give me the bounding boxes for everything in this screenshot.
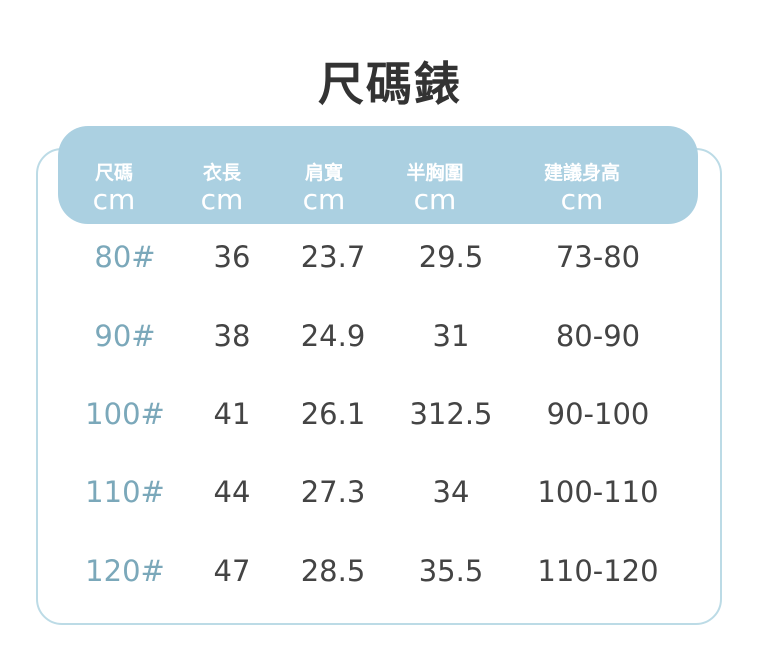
table-row: 120# 47 28.5 35.5 110-120	[0, 554, 780, 594]
value-cell: 90-100	[546, 397, 650, 431]
table-row: 100# 41 26.1 312.5 90-100	[0, 397, 780, 437]
column-header: 衣長 cm	[200, 158, 244, 216]
value-cell: 47	[213, 554, 251, 588]
value-cell: 29.5	[418, 240, 484, 274]
column-header: 半胸圍 cm	[404, 158, 466, 216]
column-header-label: 建議身高	[543, 162, 620, 184]
size-cell: 110#	[85, 475, 165, 509]
page-title: 尺碼錶	[318, 57, 462, 111]
column-header-label: 尺碼	[94, 162, 133, 184]
size-cell: 90#	[94, 319, 156, 353]
column-header-unit: cm	[302, 183, 346, 216]
value-cell: 38	[213, 319, 251, 353]
table-row: 90# 38 24.9 31 80-90	[0, 319, 780, 359]
column-header-label: 肩寬	[304, 162, 343, 184]
column-header: 建議身高 cm	[534, 158, 630, 216]
column-header-label: 衣長	[202, 162, 241, 184]
column-header-unit: cm	[200, 183, 244, 216]
value-cell: 312.5	[409, 397, 493, 431]
header-band	[58, 126, 698, 224]
value-cell: 34	[432, 475, 470, 509]
value-cell: 110-120	[537, 554, 659, 588]
value-cell: 26.1	[300, 397, 366, 431]
value-cell: 24.9	[300, 319, 366, 353]
value-cell: 44	[213, 475, 251, 509]
value-cell: 28.5	[300, 554, 366, 588]
size-cell: 120#	[85, 554, 165, 588]
size-cell: 100#	[85, 397, 165, 431]
value-cell: 41	[213, 397, 251, 431]
column-header-unit: cm	[413, 183, 457, 216]
value-cell: 73-80	[555, 240, 641, 274]
column-header: 肩寬 cm	[302, 158, 346, 216]
column-header-unit: cm	[92, 183, 136, 216]
value-cell: 23.7	[300, 240, 366, 274]
size-cell: 80#	[94, 240, 156, 274]
value-cell: 36	[213, 240, 251, 274]
column-header-label: 半胸圍	[406, 162, 464, 184]
value-cell: 80-90	[555, 319, 641, 353]
table-row: 80# 36 23.7 29.5 73-80	[0, 240, 780, 280]
column-header: 尺碼 cm	[92, 158, 136, 216]
value-cell: 31	[432, 319, 470, 353]
value-cell: 100-110	[537, 475, 659, 509]
table-row: 110# 44 27.3 34 100-110	[0, 475, 780, 515]
value-cell: 35.5	[418, 554, 484, 588]
column-header-unit: cm	[560, 183, 604, 216]
value-cell: 27.3	[300, 475, 366, 509]
